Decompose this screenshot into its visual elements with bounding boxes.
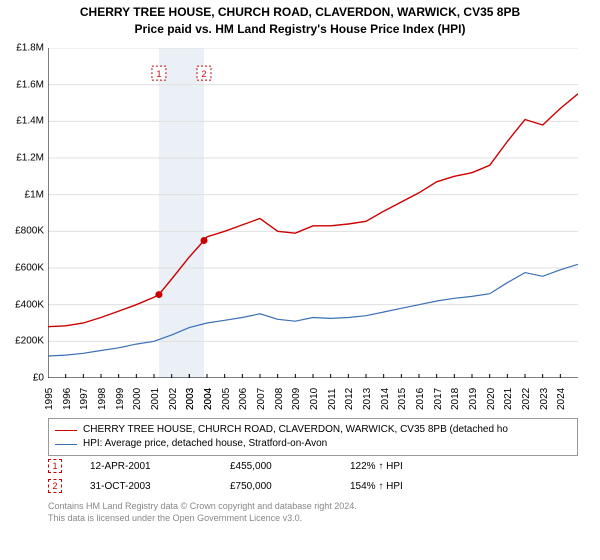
x-tick-label: 2023 xyxy=(539,388,550,410)
x-tick-label: 2022 xyxy=(521,388,532,410)
x-tick-label: 2021 xyxy=(503,388,514,410)
x-tick-label: 1996 xyxy=(62,388,73,410)
footer-line2: This data is licensed under the Open Gov… xyxy=(48,512,578,524)
x-tick-label: 2014 xyxy=(380,388,391,410)
x-tick-label: 2009 xyxy=(291,388,302,410)
y-tick-label: £1.2M xyxy=(16,153,44,164)
title-line1: CHERRY TREE HOUSE, CHURCH ROAD, CLAVERDO… xyxy=(0,4,600,21)
y-tick-label: £800K xyxy=(15,226,44,237)
x-tick-label: 1997 xyxy=(79,388,90,410)
x-tick-label: 2004 xyxy=(203,388,214,410)
x-tick-label: 1999 xyxy=(115,388,126,410)
y-tick-label: £600K xyxy=(15,263,44,274)
x-tick-label: 2020 xyxy=(486,388,497,410)
x-tick-label: 1995 xyxy=(44,388,55,410)
marker-row: 2 31-OCT-2003£750,000154% ↑ HPI xyxy=(48,476,578,496)
legend-label: HPI: Average price, detached house, Stra… xyxy=(83,437,327,451)
x-tick-label: 2012 xyxy=(344,388,355,410)
x-tick-label: 2005 xyxy=(221,388,232,410)
x-tick-label: 2000 xyxy=(132,388,143,410)
marker-row: 1 12-APR-2001£455,000122% ↑ HPI xyxy=(48,456,578,476)
footer: Contains HM Land Registry data © Crown c… xyxy=(48,500,578,524)
x-tick-label: 2001 xyxy=(150,388,161,410)
x-tick-label: 2017 xyxy=(433,388,444,410)
marker-price: £750,000 xyxy=(230,481,350,492)
x-axis-labels: 1995199619971998199920002001200220032003… xyxy=(48,380,578,414)
legend: CHERRY TREE HOUSE, CHURCH ROAD, CLAVERDO… xyxy=(48,418,578,456)
chart-area: 12 xyxy=(48,48,578,378)
y-tick-label: £1.8M xyxy=(16,43,44,54)
y-tick-label: £0 xyxy=(33,373,44,384)
legend-row: CHERRY TREE HOUSE, CHURCH ROAD, CLAVERDO… xyxy=(55,423,571,437)
legend-swatch xyxy=(55,430,77,431)
x-tick-label: 2024 xyxy=(556,388,567,410)
marker-badge: 2 xyxy=(48,479,62,493)
y-tick-label: £1M xyxy=(25,189,44,200)
chart-svg: 12 xyxy=(48,48,578,378)
x-tick-label: 2013 xyxy=(362,388,373,410)
marker-hpi: 122% ↑ HPI xyxy=(350,461,578,472)
x-tick-label: 2011 xyxy=(327,388,338,410)
legend-label: CHERRY TREE HOUSE, CHURCH ROAD, CLAVERDO… xyxy=(83,423,508,437)
marker-price: £455,000 xyxy=(230,461,350,472)
x-tick-label: 2003 xyxy=(185,388,196,410)
y-axis-labels: £0£200K£400K£600K£800K£1M£1.2M£1.4M£1.6M… xyxy=(0,48,46,378)
x-tick-label: 2007 xyxy=(256,388,267,410)
x-tick-label: 2002 xyxy=(168,388,179,410)
marker-hpi: 154% ↑ HPI xyxy=(350,481,578,492)
x-tick-label: 2008 xyxy=(274,388,285,410)
y-tick-label: £200K xyxy=(15,336,44,347)
title-line2: Price paid vs. HM Land Registry's House … xyxy=(0,21,600,38)
marker-badge: 1 xyxy=(48,459,62,473)
x-tick-label: 2015 xyxy=(397,388,408,410)
marker-table: 1 12-APR-2001£455,000122% ↑ HPI 2 31-OCT-20… xyxy=(48,456,578,496)
svg-text:1: 1 xyxy=(156,69,161,79)
chart-container: CHERRY TREE HOUSE, CHURCH ROAD, CLAVERDO… xyxy=(0,0,600,560)
x-tick-label: 2018 xyxy=(450,388,461,410)
x-tick-label: 2006 xyxy=(238,388,249,410)
y-tick-label: £400K xyxy=(15,299,44,310)
x-tick-label: 2010 xyxy=(309,388,320,410)
legend-swatch xyxy=(55,444,77,445)
x-tick-label: 1998 xyxy=(97,388,108,410)
y-tick-label: £1.6M xyxy=(16,79,44,90)
x-tick-label: 2016 xyxy=(415,388,426,410)
title-block: CHERRY TREE HOUSE, CHURCH ROAD, CLAVERDO… xyxy=(0,0,600,38)
marker-date: 12-APR-2001 xyxy=(90,461,230,472)
legend-row: HPI: Average price, detached house, Stra… xyxy=(55,437,571,451)
marker-date: 31-OCT-2003 xyxy=(90,481,230,492)
y-tick-label: £1.4M xyxy=(16,116,44,127)
x-tick-label: 2019 xyxy=(468,388,479,410)
svg-text:2: 2 xyxy=(201,69,206,79)
footer-line1: Contains HM Land Registry data © Crown c… xyxy=(48,500,578,512)
